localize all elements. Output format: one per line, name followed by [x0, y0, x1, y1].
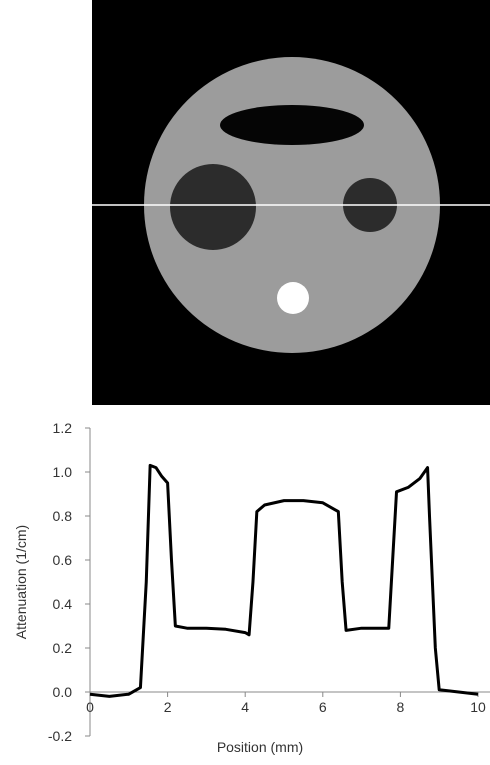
- ellipse-insert: [220, 105, 364, 145]
- y-tick-label: 0.6: [53, 552, 73, 568]
- y-tick-label: 0.4: [53, 596, 73, 612]
- x-tick-label: 2: [164, 699, 172, 715]
- y-tick-label: -0.2: [48, 728, 72, 744]
- y-tick-label: 0.8: [53, 508, 73, 524]
- data-line: [89, 463, 479, 698]
- x-axis-label: Position (mm): [217, 739, 303, 755]
- y-tick-label: 0.0: [53, 684, 73, 700]
- x-tick-label: 8: [397, 699, 405, 715]
- y-tick-label: 1.0: [53, 464, 73, 480]
- x-tick-label: 0: [86, 699, 94, 715]
- y-tick-label: 0.2: [53, 640, 73, 656]
- y-axis-label: Attenuation (1/cm): [13, 525, 29, 639]
- ct-image: [92, 0, 490, 405]
- x-tick-label: 10: [470, 699, 486, 715]
- y-tick-label: 1.2: [53, 420, 73, 436]
- bone-insert: [277, 282, 309, 314]
- left-insert: [170, 164, 256, 250]
- x-tick-label: 4: [241, 699, 249, 715]
- x-tick-label: 6: [319, 699, 327, 715]
